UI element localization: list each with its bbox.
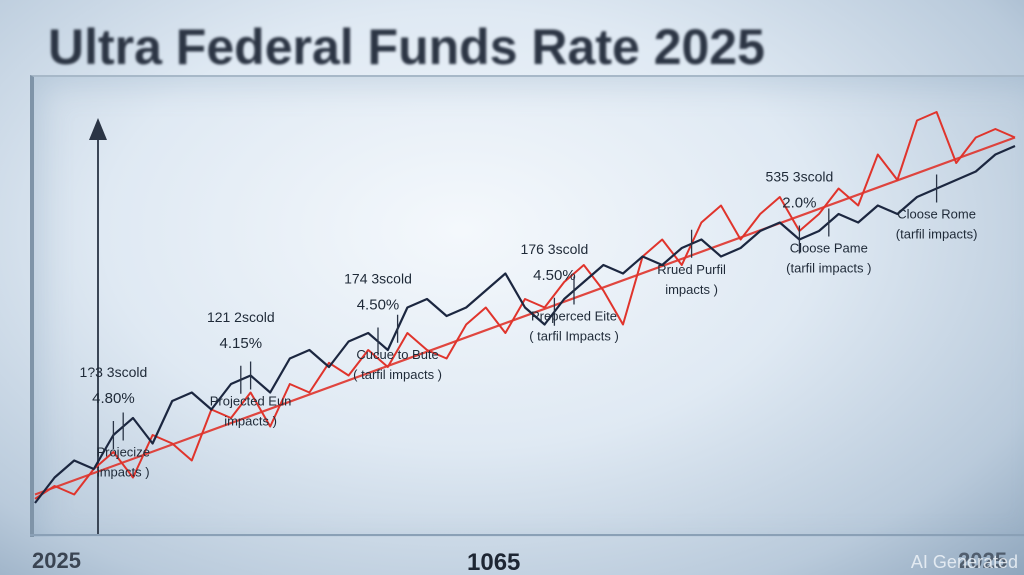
annotation-label: 4.50%	[533, 267, 576, 284]
annotation-label: impacts )	[97, 465, 150, 480]
series-line-1	[34, 144, 1016, 504]
x-tick-label-right: 2025	[958, 548, 1007, 573]
annotation-9: Cloose Pame (tarfil impacts )	[786, 208, 871, 276]
annotation-4: 535 3scold 2.0%	[766, 169, 834, 254]
annotation-label: impacts )	[224, 414, 277, 429]
annotation-label: 2.0%	[782, 195, 816, 212]
trend-line	[34, 136, 1016, 496]
series-line-0	[34, 111, 1016, 500]
annotation-2: 174 3scold 4.50%	[344, 271, 412, 356]
annotation-8: Rrued Purfil impacts )	[657, 229, 726, 297]
annotation-11: Projecize impacts )	[96, 412, 150, 480]
annotation-label: 4.15%	[220, 335, 263, 352]
annotation-label: (tarfil impacts )	[786, 261, 871, 276]
annotation-label: 176 3scold	[521, 241, 589, 257]
ai-generated-watermark: AI Generated	[910, 552, 1018, 572]
annotation-label: Cloose Rome	[897, 207, 976, 222]
annotation-label: 174 3scold	[344, 271, 412, 287]
annotation-label: Cucue to Bute	[356, 347, 438, 362]
annotation-label: 121 2scold	[207, 309, 275, 325]
y-axis-arrow-icon	[89, 118, 107, 140]
x-tick-label-left: 2025	[32, 548, 81, 573]
annotation-0: 1?3 3scold 4.80%	[80, 364, 148, 449]
annotation-label: 535 3scold	[766, 169, 834, 185]
annotation-5: Projected Eun impacts )	[210, 361, 292, 429]
annotation-label: 1?3 3scold	[80, 364, 148, 380]
annotation-label: Rrued Purfil	[657, 262, 726, 277]
chart-title: Ultra Federal Funds Rate 2025	[48, 19, 765, 75]
annotation-3: 176 3scold 4.50%	[521, 241, 589, 326]
annotation-label: Cloose Pame	[790, 241, 868, 256]
annotation-label: 4.80%	[92, 390, 135, 407]
annotation-label: Preperced Eite	[531, 309, 617, 324]
annotation-label: ( tarfil impacts )	[353, 367, 442, 382]
annotation-label: Projected Eun	[210, 394, 292, 409]
screen-frame	[30, 75, 1024, 537]
annotation-label: (tarfil impacts)	[896, 227, 978, 242]
annotation-10: Cloose Rome (tarfil impacts)	[896, 174, 978, 242]
annotation-6: Cucue to Bute ( tarfil impacts )	[353, 314, 442, 382]
annotation-7: Preperced Eite ( tarfil Impacts )	[529, 276, 619, 344]
annotation-label: ( tarfil Impacts )	[529, 329, 619, 344]
annotation-label: 4.50%	[357, 297, 400, 314]
x-tick-label-center: 1065	[467, 549, 520, 575]
annotation-label: impacts )	[665, 282, 718, 297]
annotation-label: Projecize	[96, 445, 149, 460]
annotation-1: 121 2scold 4.15%	[207, 309, 275, 394]
